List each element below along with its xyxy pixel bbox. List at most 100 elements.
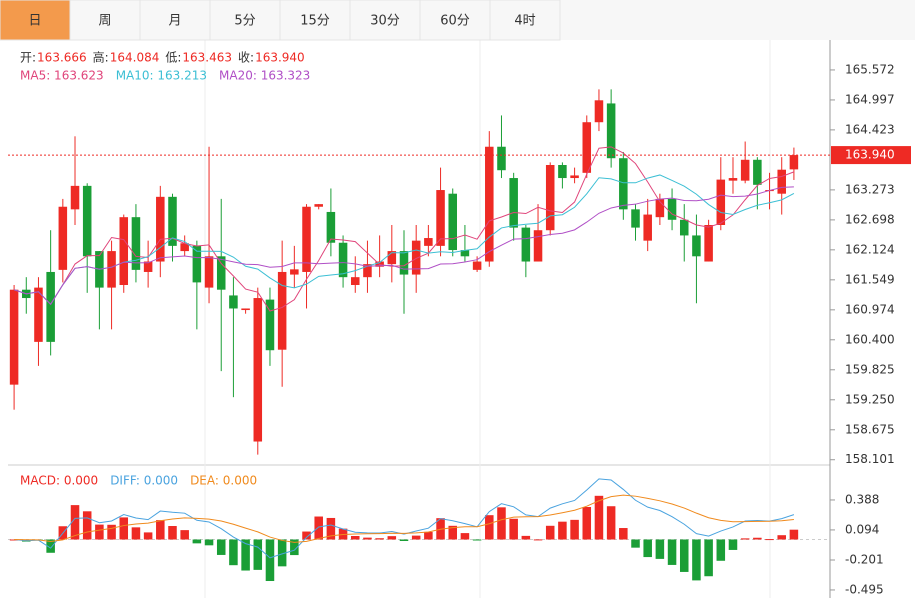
info-value: 163.666 <box>37 51 87 65</box>
y-tick-label: 161.549 <box>845 272 895 286</box>
tab[interactable] <box>419 0 491 41</box>
y-tick-label: 158.675 <box>845 422 895 436</box>
tab[interactable] <box>139 0 211 41</box>
macd-bar <box>448 525 458 540</box>
candle-body <box>667 198 677 220</box>
y-tick-label: -0.495 <box>845 582 884 596</box>
macd-bar <box>277 539 287 567</box>
candle-body <box>545 165 555 231</box>
y-tick-label: 159.250 <box>845 392 895 406</box>
candle-body <box>326 211 336 243</box>
macd-bar <box>570 519 579 540</box>
y-tick-label: 165.572 <box>845 62 895 76</box>
candle-body <box>777 169 786 194</box>
macd-bar <box>606 506 616 540</box>
candle-body <box>168 196 177 246</box>
macd-bar <box>241 539 250 571</box>
candle-body <box>606 103 616 159</box>
macd-bar <box>107 524 116 540</box>
tab[interactable] <box>279 0 351 41</box>
candle-body <box>34 287 43 342</box>
candle-body <box>472 261 482 270</box>
macd-bar <box>655 539 665 559</box>
info-value: 163.463 <box>182 51 232 65</box>
macd-bar <box>375 538 384 540</box>
macd-bar <box>314 516 323 540</box>
dea-line <box>14 494 794 543</box>
macd-bar <box>667 539 677 565</box>
info-label: 收: <box>238 51 254 65</box>
info-label: 低: <box>165 51 181 65</box>
candle-body <box>46 271 55 342</box>
tab[interactable] <box>489 0 561 41</box>
candle-body <box>399 251 409 275</box>
candle-body <box>521 227 531 262</box>
diff-line <box>14 478 795 559</box>
candle-body <box>594 100 604 123</box>
tab-label[interactable]: 5分 <box>234 14 255 29</box>
tab-label[interactable]: 60分 <box>440 14 470 29</box>
macd-bar <box>387 536 397 540</box>
macd-bar <box>290 539 299 556</box>
info-label: 开: <box>20 51 36 65</box>
candle-body <box>58 206 68 270</box>
macd-bar <box>460 533 470 540</box>
macd-bar <box>753 537 762 540</box>
ma-line <box>13 146 795 312</box>
macd-bar <box>180 530 189 540</box>
y-tick-label: 0.094 <box>845 522 879 536</box>
candle-body <box>497 146 506 171</box>
candle-body <box>9 289 19 385</box>
tab-label[interactable]: 日 <box>28 14 41 29</box>
macd-bar <box>728 539 738 550</box>
candle-body <box>728 178 738 181</box>
info-value: 163.940 <box>255 51 305 65</box>
candle-body <box>655 198 665 218</box>
candle-body <box>350 277 360 285</box>
candle-body <box>314 204 323 207</box>
macd-bar <box>204 539 214 546</box>
candle-body <box>679 219 689 236</box>
candle-body <box>204 256 214 288</box>
candle-body <box>789 155 799 170</box>
tab-label[interactable]: 4时 <box>514 14 535 29</box>
macd-bar <box>411 535 421 540</box>
candle-body <box>143 261 153 272</box>
tab[interactable] <box>69 0 141 41</box>
candle-body <box>192 245 202 283</box>
macd-bar <box>533 539 543 541</box>
tab-label[interactable]: 30分 <box>370 14 400 29</box>
candle-body <box>411 240 421 275</box>
candle-body <box>692 235 701 257</box>
y-tick-label: -0.201 <box>845 552 884 566</box>
macd-legend: MACD: 0.000 <box>20 474 98 488</box>
macd-bar <box>558 521 567 540</box>
ma-legend: MA20: 163.323 <box>219 69 310 83</box>
macd-bar <box>765 539 774 541</box>
macd-legend: DEA: 0.000 <box>190 474 257 488</box>
y-tick-label: 160.974 <box>845 302 895 316</box>
macd-bar <box>692 539 701 581</box>
tab-label[interactable]: 月 <box>168 14 181 29</box>
macd-bar <box>643 539 652 558</box>
tab-label[interactable]: 15分 <box>300 14 330 29</box>
info-value: 164.084 <box>110 51 160 65</box>
macd-bar <box>716 539 726 561</box>
candle-body <box>643 214 652 241</box>
tab[interactable] <box>349 0 421 41</box>
macd-bar <box>363 537 372 540</box>
candle-body <box>460 250 470 257</box>
info-label: 高: <box>93 50 109 65</box>
candle-body <box>387 251 397 265</box>
macd-bar <box>350 535 360 540</box>
candle-body <box>131 217 141 270</box>
tab-label[interactable]: 周 <box>98 14 111 29</box>
ma-legend: MA10: 163.213 <box>116 69 207 83</box>
candle-body <box>631 209 640 228</box>
macd-bar <box>399 539 409 542</box>
candle-body <box>156 196 165 262</box>
candle-body <box>582 122 592 173</box>
ma-legend: MA5: 163.623 <box>20 69 104 83</box>
